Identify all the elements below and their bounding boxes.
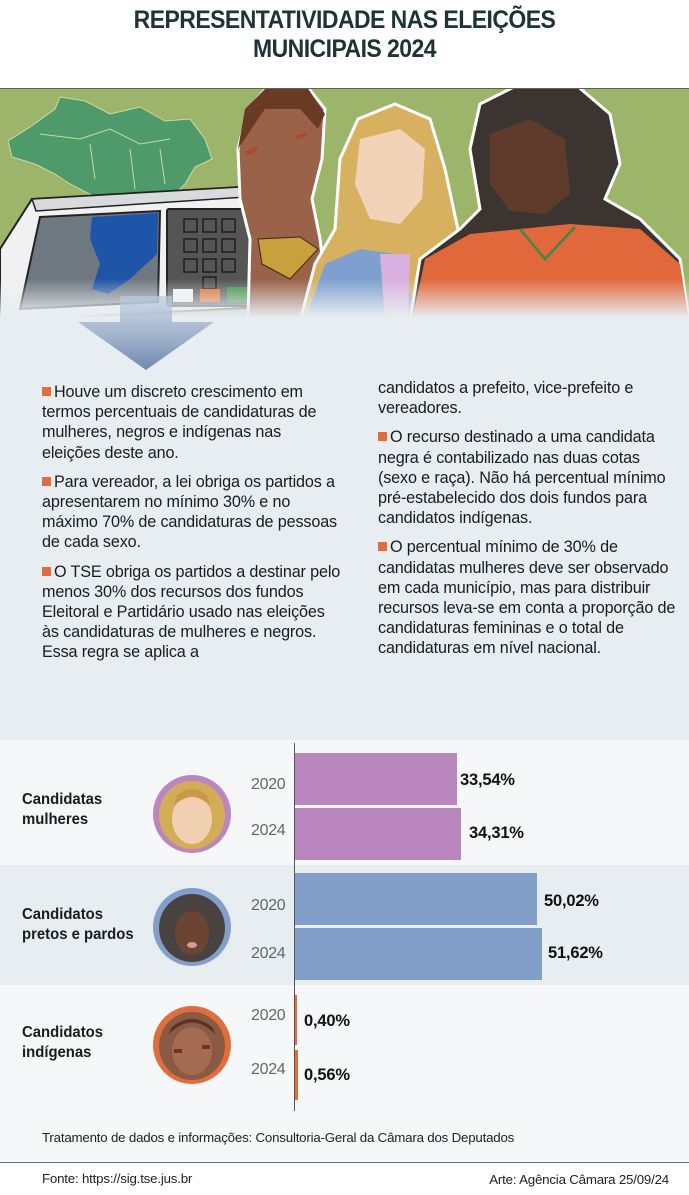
bar-mulheres-2020 <box>295 753 457 805</box>
bar-indigenas-2020 <box>295 995 297 1045</box>
info-paragraph: Houve um discreto crescimento em termos … <box>42 383 317 462</box>
year-label: 2020 <box>251 897 286 914</box>
square-bullet-icon <box>42 476 51 486</box>
info-paragraph: O recurso destinado a uma candidata negr… <box>378 428 666 528</box>
value-label: 34,31% <box>469 824 524 842</box>
title-line-2: MUNICIPAIS 2024 <box>252 35 437 63</box>
chart-axis-line <box>294 743 295 1111</box>
bar-indigenas-2024 <box>295 1050 298 1100</box>
category-label: Candidatos pretos e pardos <box>22 906 134 943</box>
indigenous-person-figure <box>236 89 332 320</box>
bar-pretos-pardos-2020 <box>295 873 537 925</box>
illustration-fade <box>0 279 689 320</box>
square-bullet-icon <box>42 566 51 576</box>
text-column-left: Houve um discreto crescimento em termos … <box>42 382 342 672</box>
black-woman-avatar-icon <box>153 888 231 966</box>
bar-mulheres-2024 <box>295 808 461 860</box>
credit-band <box>0 1118 689 1162</box>
value-label: 0,56% <box>304 1066 350 1084</box>
square-bullet-icon <box>378 432 387 442</box>
square-bullet-icon <box>42 387 51 396</box>
value-label: 33,54% <box>460 771 515 789</box>
value-label: 0,40% <box>304 1012 350 1030</box>
illustration-banner <box>0 88 689 320</box>
chart-row-pretos-pardos: Candidatos pretos e pardos 2020 2024 50,… <box>0 865 689 985</box>
art-credit: Arte: Agência Câmara 25/09/24 <box>489 1172 669 1187</box>
source-text: Fonte: https://sig.tse.jus.br <box>42 1171 193 1186</box>
category-label: Candidatas mulheres <box>22 791 103 828</box>
info-paragraph: O TSE obriga os partidos a destinar pelo… <box>42 562 341 662</box>
woman-avatar-icon <box>153 775 231 853</box>
value-label: 50,02% <box>544 892 599 910</box>
bar-chart: Candidatas mulheres 2020 2024 33,54% 34,… <box>0 740 689 1118</box>
data-credit: Tratamento de dados e informações: Consu… <box>42 1130 515 1145</box>
info-text-section: Houve um discreto crescimento em termos … <box>0 320 689 740</box>
chart-row-mulheres: Candidatas mulheres 2020 2024 33,54% 34,… <box>0 740 689 865</box>
bar-pretos-pardos-2024 <box>295 928 542 980</box>
category-label: Candidatos indígenas <box>22 1024 104 1061</box>
brazil-map-icon <box>7 96 213 210</box>
chart-row-indigenas: Candidatos indígenas 2020 2024 0,40% 0,5… <box>0 985 689 1118</box>
footer-divider <box>0 1162 689 1163</box>
down-arrow-icon <box>78 296 214 370</box>
year-label: 2020 <box>251 1007 286 1024</box>
year-label: 2024 <box>251 1061 286 1078</box>
square-bullet-icon <box>378 542 387 552</box>
text-column-right: candidatos a prefeito, vice-prefeito e v… <box>378 378 678 668</box>
year-label: 2024 <box>251 945 286 962</box>
title-line-1: REPRESENTATIVIDADE NAS ELEIÇÕES <box>133 6 556 34</box>
value-label: 51,62% <box>548 944 603 962</box>
year-label: 2024 <box>251 822 286 839</box>
page-title: REPRESENTATIVIDADE NAS ELEIÇÕES MUNICIPA… <box>28 6 662 64</box>
info-paragraph: O percentual mínimo de 30% de candidatas… <box>378 538 676 658</box>
info-paragraph-continuation: candidatos a prefeito, vice-prefeito e v… <box>378 379 634 418</box>
info-paragraph: Para vereador, a lei obriga os partidos … <box>42 472 337 552</box>
indigenous-avatar-icon <box>153 1006 231 1084</box>
year-label: 2020 <box>251 776 286 793</box>
